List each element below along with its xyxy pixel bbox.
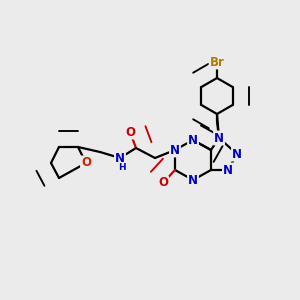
Text: N: N bbox=[188, 134, 198, 146]
Text: Br: Br bbox=[210, 56, 224, 68]
Text: N: N bbox=[115, 152, 125, 164]
Text: N: N bbox=[232, 148, 242, 160]
Text: O: O bbox=[125, 125, 135, 139]
Text: O: O bbox=[81, 157, 91, 169]
Text: H: H bbox=[118, 163, 126, 172]
Text: N: N bbox=[223, 164, 233, 176]
Text: N: N bbox=[188, 173, 198, 187]
Text: N: N bbox=[170, 143, 180, 157]
Text: O: O bbox=[158, 176, 168, 190]
Text: N: N bbox=[214, 131, 224, 145]
